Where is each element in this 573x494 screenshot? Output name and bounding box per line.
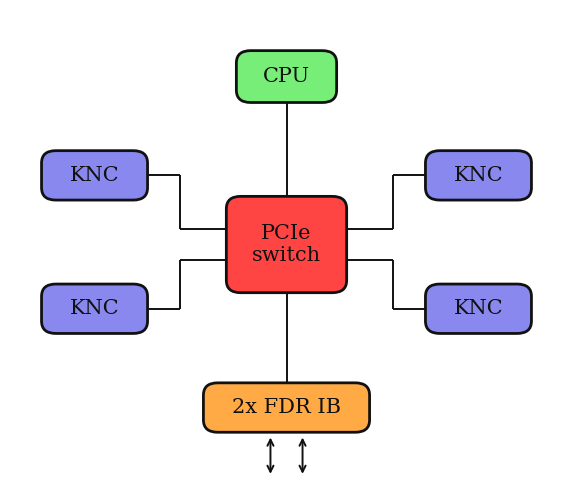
- Text: KNC: KNC: [454, 166, 503, 185]
- FancyBboxPatch shape: [425, 151, 532, 200]
- Text: CPU: CPU: [263, 67, 310, 86]
- Text: 2x FDR IB: 2x FDR IB: [232, 398, 341, 417]
- FancyBboxPatch shape: [42, 284, 148, 333]
- FancyBboxPatch shape: [203, 383, 370, 432]
- Text: KNC: KNC: [454, 299, 503, 318]
- Text: KNC: KNC: [70, 166, 119, 185]
- FancyBboxPatch shape: [42, 151, 148, 200]
- FancyBboxPatch shape: [236, 51, 336, 103]
- Text: PCIe
switch: PCIe switch: [252, 224, 321, 265]
- FancyBboxPatch shape: [425, 284, 532, 333]
- FancyBboxPatch shape: [226, 197, 347, 292]
- Text: KNC: KNC: [70, 299, 119, 318]
